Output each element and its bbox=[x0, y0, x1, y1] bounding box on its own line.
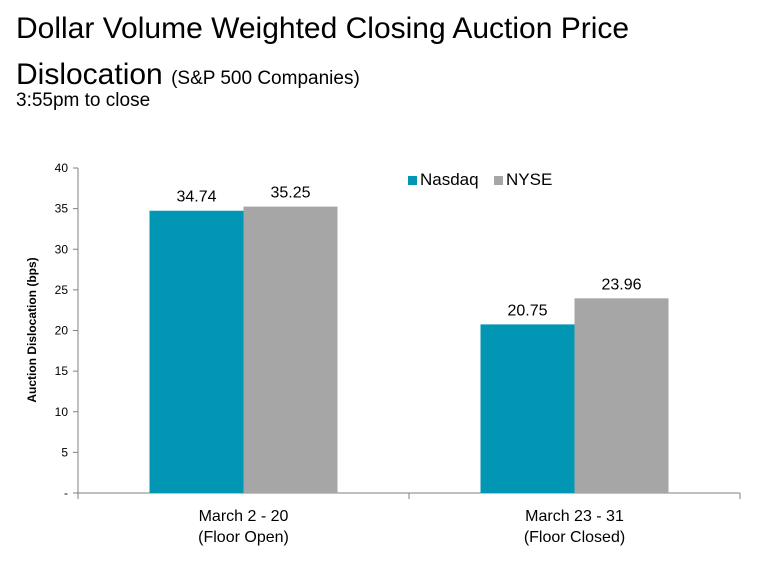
y-tick-label: 30 bbox=[55, 242, 69, 256]
y-tick-label: 5 bbox=[61, 445, 68, 459]
chart-title-note: (S&P 500 Companies) bbox=[171, 68, 360, 89]
x-category-label: March 2 - 20 bbox=[199, 508, 289, 525]
data-label: 34.74 bbox=[176, 189, 216, 206]
x-category-sublabel: (Floor Open) bbox=[198, 529, 289, 546]
y-tick-label: 25 bbox=[55, 283, 69, 297]
x-axis: March 2 - 20 (Floor Open) March 23 - 31 (Fl… bbox=[77, 492, 741, 546]
y-tick-label: 35 bbox=[55, 202, 69, 216]
chart-title-line2: Dislocation bbox=[16, 58, 163, 91]
y-tick-label: 15 bbox=[55, 364, 69, 378]
y-tick-label: 10 bbox=[55, 405, 69, 419]
legend: Nasdaq NYSE bbox=[408, 170, 552, 189]
y-axis-label: Auction Dislocation (bps) bbox=[25, 257, 39, 402]
chart-title-line1: Dollar Volume Weighted Closing Auction P… bbox=[16, 12, 630, 45]
chart-subtitle: 3:55pm to close bbox=[16, 90, 151, 111]
bars: 34.74 35.25 20.75 23.96 bbox=[149, 185, 669, 494]
legend-label: Nasdaq bbox=[420, 170, 479, 189]
bar-nasdaq-0 bbox=[149, 210, 244, 494]
legend-label: NYSE bbox=[506, 170, 552, 189]
data-label: 35.25 bbox=[270, 185, 310, 202]
y-axis: - 5 10 15 20 25 30 35 40 bbox=[55, 161, 79, 500]
x-category-label: March 23 - 31 bbox=[525, 508, 624, 525]
x-category-sublabel: (Floor Closed) bbox=[524, 529, 625, 546]
bar-nyse-1 bbox=[574, 298, 669, 493]
legend-swatch bbox=[494, 176, 503, 185]
data-label: 23.96 bbox=[601, 276, 641, 293]
chart-title: Dollar Volume Weighted Closing Auction P… bbox=[16, 6, 629, 102]
y-tick-label: 40 bbox=[55, 161, 69, 175]
legend-swatch bbox=[408, 176, 417, 185]
y-tick-label: 20 bbox=[55, 324, 69, 338]
data-label: 20.75 bbox=[507, 302, 547, 319]
bar-nasdaq-1 bbox=[480, 324, 575, 493]
bar-nyse-0 bbox=[243, 206, 338, 493]
y-tick-label: - bbox=[64, 486, 68, 500]
